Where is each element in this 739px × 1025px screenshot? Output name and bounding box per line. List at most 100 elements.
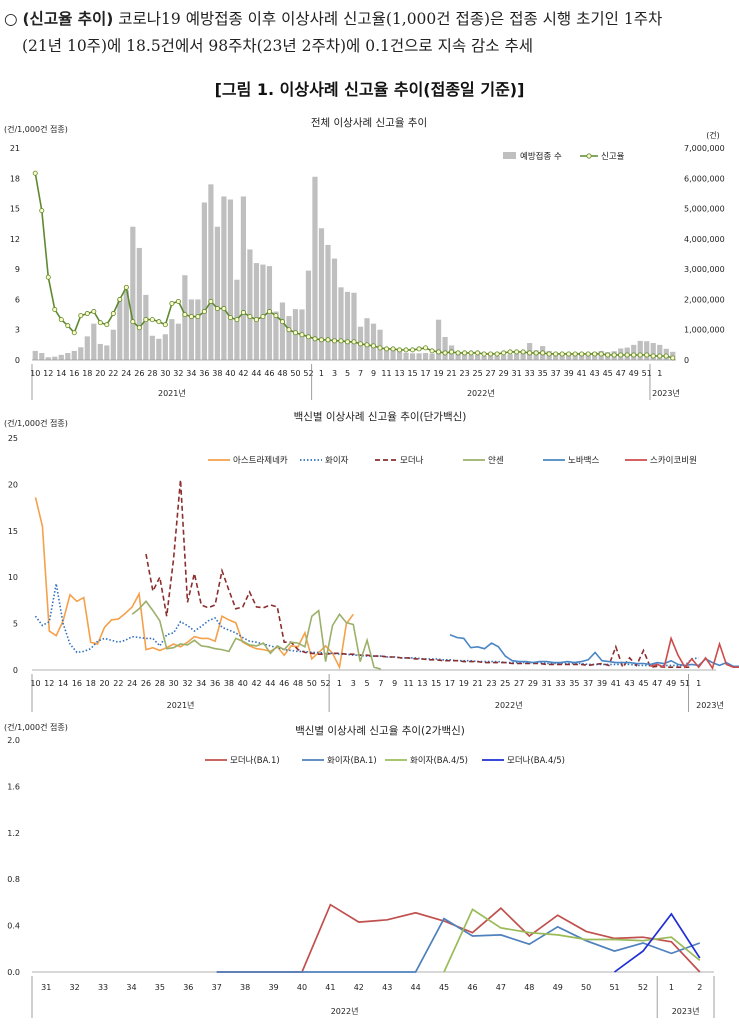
vaccination-bar <box>312 176 318 360</box>
rate-point <box>78 313 84 319</box>
rate-point <box>227 315 233 321</box>
series-line-아스트라제네카 <box>34 497 354 670</box>
vaccination-bar <box>553 355 559 360</box>
rate-point <box>572 351 578 357</box>
rate-point <box>579 351 585 357</box>
legend-label: 모더나(BA.4/5) <box>507 756 565 766</box>
chart-bivalent-vaccines: 백신별 이상사례 신고율 추이(2가백신) (건/1,000건 접종) 0.0 0.4… <box>4 722 715 1018</box>
vaccination-bar <box>514 353 520 360</box>
rate-point <box>605 352 611 358</box>
vaccination-bar <box>273 311 279 360</box>
vaccination-bar <box>631 344 637 360</box>
rate-point <box>449 349 455 355</box>
x-tick: 38 <box>212 369 222 378</box>
rate-point <box>331 338 337 344</box>
vaccination-bar <box>637 340 643 360</box>
x-tick: 1 <box>319 369 324 378</box>
rate-point <box>156 319 162 325</box>
rate-point <box>58 317 64 323</box>
x-tick: 46 <box>264 369 274 378</box>
x-tick: 17 <box>420 369 430 378</box>
vaccination-bar <box>188 299 194 360</box>
vaccination-bar <box>286 316 292 360</box>
x-tick: 52 <box>303 369 313 378</box>
rate-point <box>371 343 377 349</box>
vaccination-bar <box>370 323 377 360</box>
x-tick: 46 <box>279 679 289 688</box>
year-label: 2023년 <box>672 1006 700 1016</box>
y-tick: 15 <box>8 527 18 536</box>
y-tick: 25 <box>8 434 18 443</box>
chart-overall-report-rate: 전체 이상사례 신고율 추이(건/1,000건 접종)(건)0369121518… <box>4 117 725 400</box>
legend-label: 화이자(BA.4/5) <box>410 755 468 766</box>
y-tick-right: 4,000,000 <box>684 235 725 244</box>
legend-label: 예방접종 수 <box>520 151 562 162</box>
legend-label: 스카이코비원 <box>650 455 697 466</box>
x-tick: 24 <box>121 369 131 378</box>
x-tick: 45 <box>439 983 449 992</box>
rate-point <box>266 309 272 315</box>
rate-point <box>624 352 630 358</box>
vaccination-bar <box>221 196 227 360</box>
x-tick: 48 <box>293 679 303 688</box>
rate-point <box>91 309 97 315</box>
x-tick: 36 <box>183 983 193 992</box>
vaccination-bar <box>461 354 468 360</box>
chart-title: 백신별 이상사례 신고율 추이(단가백신) <box>294 411 467 423</box>
vaccination-bar <box>344 291 351 360</box>
vaccination-bar <box>214 226 220 360</box>
x-tick: 11 <box>403 679 413 688</box>
x-tick: 42 <box>251 679 261 688</box>
y-tick-right: 7,000,000 <box>684 144 725 153</box>
x-tick: 7 <box>378 679 383 688</box>
x-tick: 43 <box>382 983 392 992</box>
legend-label: 화이자 <box>325 455 349 466</box>
rate-point <box>384 346 390 352</box>
vaccination-bar <box>566 354 572 360</box>
rate-point <box>32 170 38 176</box>
vaccination-bar <box>383 347 390 360</box>
vaccination-bar <box>520 353 526 360</box>
rate-point <box>39 208 45 214</box>
x-tick: 51 <box>609 983 619 992</box>
vaccination-bar <box>585 354 591 360</box>
y-tick-left: 9 <box>15 265 20 274</box>
x-tick: 5 <box>365 679 370 688</box>
rate-point <box>214 306 220 312</box>
intro-lead: (신고율 추이) <box>22 10 114 28</box>
vaccination-bar <box>260 264 266 360</box>
x-tick: 30 <box>169 679 179 688</box>
vaccination-bar <box>136 247 142 360</box>
vaccination-bar <box>650 343 656 360</box>
vaccination-bar <box>32 350 38 360</box>
rate-point <box>195 314 201 320</box>
y-tick-right: 3,000,000 <box>684 265 725 274</box>
x-tick: 51 <box>642 369 652 378</box>
y-tick-left: 6 <box>15 295 20 304</box>
vaccination-bar <box>494 355 500 360</box>
vaccination-bar <box>149 335 155 360</box>
rate-point <box>130 319 136 325</box>
y-tick: 10 <box>8 573 18 582</box>
vaccination-bar <box>422 353 429 360</box>
series-line-모더나 <box>145 479 692 669</box>
rate-point <box>403 347 409 353</box>
year-label: 2022년 <box>467 388 495 398</box>
x-tick: 20 <box>99 679 109 688</box>
x-tick: 31 <box>41 983 51 992</box>
vaccination-bar <box>117 299 123 360</box>
rate-point <box>566 351 572 357</box>
x-tick: 48 <box>277 369 287 378</box>
x-tick: 32 <box>173 369 183 378</box>
rate-point <box>364 342 370 348</box>
x-tick: 32 <box>182 679 192 688</box>
intro-line-1: ○ (신고율 추이) 코로나19 예방접종 이후 이상사례 신고율(1,000건… <box>4 6 736 33</box>
x-tick: 49 <box>553 983 563 992</box>
chart-monovalent-vaccines: 백신별 이상사례 신고율 추이(단가백신)(건/1,000건 접종)051015… <box>4 411 739 712</box>
x-tick: 9 <box>371 369 376 378</box>
rate-point <box>201 309 207 315</box>
vaccination-bar <box>474 354 481 360</box>
rate-point <box>305 334 311 340</box>
x-tick: 1 <box>337 679 342 688</box>
legend-label: 얀센 <box>488 455 504 466</box>
